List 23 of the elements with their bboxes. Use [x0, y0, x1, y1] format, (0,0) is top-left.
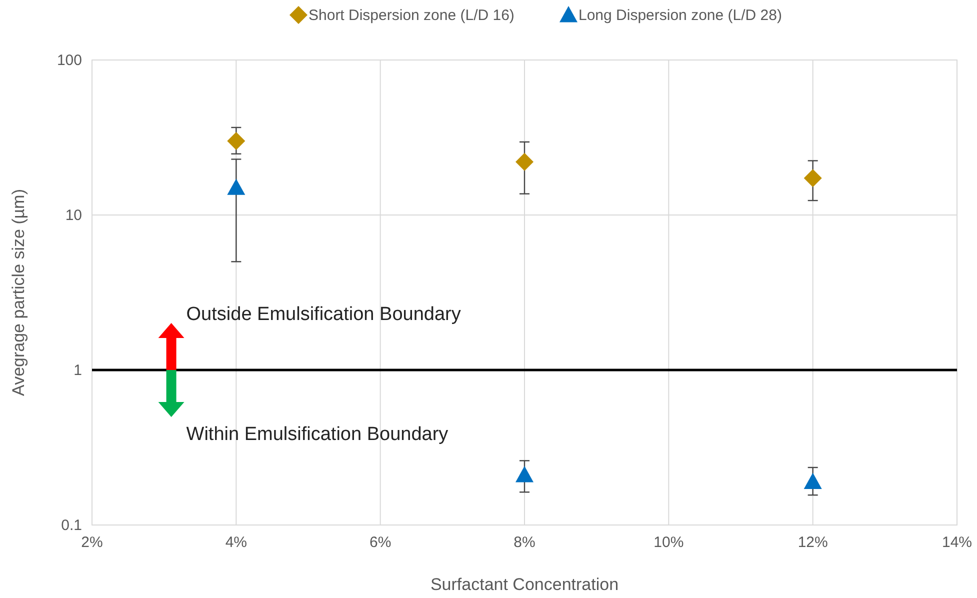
x-tick-label: 2% [81, 534, 103, 551]
point [804, 169, 822, 188]
legend-label: Long Dispersion zone (L/D 28) [578, 7, 782, 24]
x-tick-label: 14% [942, 534, 972, 551]
x-tick-label: 12% [798, 534, 828, 551]
point [227, 132, 246, 150]
x-tick-label: 8% [514, 534, 536, 551]
x-tick-label: 10% [654, 534, 684, 551]
x-tick-label: 4% [225, 534, 248, 551]
point [516, 466, 534, 482]
y-tick-label: 100 [56, 52, 82, 69]
y-tick-label: 1 [74, 362, 82, 379]
legend-label: Short Dispersion zone (L/D 16) [308, 7, 514, 24]
point [804, 472, 822, 489]
y-tick-label: 0.1 [61, 517, 82, 534]
x-axis-title: Surfactant Concentration [430, 575, 619, 594]
annotation: Outside Emulsification Boundary [186, 304, 462, 325]
annotation: Within Emulsification Boundary [186, 424, 449, 445]
y-tick-label: 10 [65, 207, 82, 224]
point [227, 178, 246, 195]
x-tick-label: 6% [369, 534, 392, 551]
y-axis-title: Avegrage particle size (µm) [9, 189, 28, 396]
point [516, 152, 534, 171]
